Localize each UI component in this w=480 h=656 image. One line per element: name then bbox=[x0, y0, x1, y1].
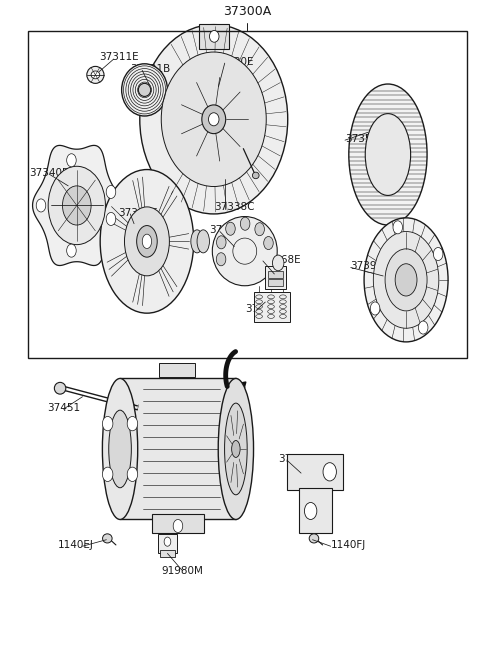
Ellipse shape bbox=[140, 25, 288, 214]
Bar bbox=[160, 550, 175, 557]
Ellipse shape bbox=[309, 534, 319, 543]
Text: 37460: 37460 bbox=[278, 454, 311, 464]
Bar bbox=[158, 535, 177, 553]
Circle shape bbox=[102, 467, 113, 482]
Circle shape bbox=[264, 237, 273, 249]
Ellipse shape bbox=[142, 234, 152, 249]
Text: 37368E: 37368E bbox=[262, 255, 301, 264]
Bar bbox=[120, 379, 236, 520]
Circle shape bbox=[36, 199, 46, 212]
Circle shape bbox=[273, 255, 284, 271]
Circle shape bbox=[67, 154, 76, 167]
Text: 37360E: 37360E bbox=[118, 208, 158, 218]
Ellipse shape bbox=[103, 534, 112, 543]
Text: 37338C: 37338C bbox=[214, 203, 254, 213]
Bar bbox=[152, 514, 204, 533]
Ellipse shape bbox=[138, 83, 151, 96]
Ellipse shape bbox=[124, 207, 169, 276]
Text: 37300A: 37300A bbox=[223, 5, 271, 18]
Ellipse shape bbox=[121, 64, 168, 116]
Ellipse shape bbox=[109, 410, 132, 488]
Circle shape bbox=[106, 213, 116, 226]
Ellipse shape bbox=[225, 403, 247, 495]
Ellipse shape bbox=[208, 113, 219, 126]
Text: 37321B: 37321B bbox=[130, 64, 170, 74]
Circle shape bbox=[370, 302, 380, 315]
Text: 37330E: 37330E bbox=[214, 57, 253, 67]
Circle shape bbox=[173, 520, 183, 533]
Circle shape bbox=[106, 186, 116, 199]
Text: 91980M: 91980M bbox=[162, 566, 204, 576]
Circle shape bbox=[102, 417, 113, 431]
Bar bbox=[265, 266, 286, 289]
Ellipse shape bbox=[373, 232, 439, 328]
Ellipse shape bbox=[197, 230, 209, 253]
Circle shape bbox=[67, 244, 76, 257]
Bar bbox=[299, 488, 332, 533]
Ellipse shape bbox=[62, 186, 91, 225]
Ellipse shape bbox=[202, 105, 226, 134]
Ellipse shape bbox=[209, 30, 219, 42]
Circle shape bbox=[393, 221, 403, 234]
Text: 37390B: 37390B bbox=[350, 261, 390, 271]
Ellipse shape bbox=[212, 216, 277, 286]
Ellipse shape bbox=[364, 218, 448, 342]
Ellipse shape bbox=[349, 84, 427, 225]
Text: 37451: 37451 bbox=[47, 403, 80, 413]
Ellipse shape bbox=[91, 71, 100, 79]
Ellipse shape bbox=[191, 230, 203, 253]
Ellipse shape bbox=[365, 113, 410, 195]
Circle shape bbox=[255, 222, 264, 236]
Circle shape bbox=[419, 321, 428, 334]
Text: 1140FJ: 1140FJ bbox=[331, 540, 366, 550]
Circle shape bbox=[216, 236, 226, 249]
Ellipse shape bbox=[102, 379, 138, 520]
Ellipse shape bbox=[100, 169, 194, 313]
Ellipse shape bbox=[218, 379, 253, 520]
Circle shape bbox=[216, 253, 226, 266]
Text: 37311E: 37311E bbox=[99, 52, 139, 62]
Bar bbox=[159, 363, 195, 377]
Ellipse shape bbox=[161, 52, 266, 186]
Ellipse shape bbox=[395, 264, 417, 296]
Text: 37350B: 37350B bbox=[345, 134, 385, 144]
Ellipse shape bbox=[137, 226, 157, 257]
Circle shape bbox=[304, 502, 317, 520]
Bar bbox=[268, 271, 283, 278]
Ellipse shape bbox=[252, 172, 259, 178]
Bar bbox=[28, 31, 467, 358]
Circle shape bbox=[226, 222, 235, 236]
Bar bbox=[254, 293, 290, 321]
Text: 37367B: 37367B bbox=[209, 225, 249, 236]
Polygon shape bbox=[33, 146, 121, 266]
Text: 1140EJ: 1140EJ bbox=[58, 540, 94, 550]
Bar bbox=[199, 24, 229, 49]
Circle shape bbox=[164, 537, 171, 546]
Text: 37340E: 37340E bbox=[29, 168, 69, 178]
Circle shape bbox=[240, 217, 250, 230]
Ellipse shape bbox=[232, 440, 240, 457]
Ellipse shape bbox=[54, 382, 66, 394]
Bar bbox=[268, 279, 283, 286]
Ellipse shape bbox=[48, 166, 106, 245]
Circle shape bbox=[433, 247, 443, 260]
Bar bbox=[287, 454, 343, 490]
Text: 37370B: 37370B bbox=[245, 304, 285, 314]
Circle shape bbox=[127, 417, 138, 431]
Ellipse shape bbox=[87, 66, 104, 83]
Circle shape bbox=[127, 467, 138, 482]
Circle shape bbox=[323, 462, 336, 481]
Ellipse shape bbox=[385, 249, 427, 311]
